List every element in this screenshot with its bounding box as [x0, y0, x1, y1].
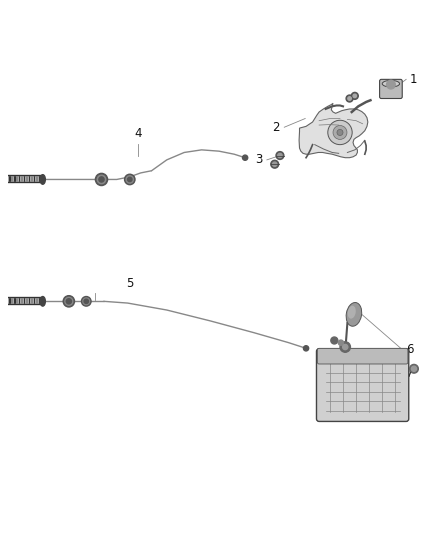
Ellipse shape	[348, 306, 356, 319]
Circle shape	[81, 296, 91, 306]
Circle shape	[278, 154, 282, 158]
Circle shape	[65, 297, 73, 305]
Circle shape	[387, 80, 395, 89]
Circle shape	[271, 160, 279, 168]
Circle shape	[340, 342, 350, 352]
Circle shape	[338, 340, 343, 345]
Text: 3: 3	[255, 154, 262, 166]
Text: 5: 5	[126, 278, 134, 290]
Ellipse shape	[40, 175, 46, 184]
Text: 2: 2	[272, 121, 280, 134]
Circle shape	[411, 366, 417, 372]
Circle shape	[343, 344, 348, 350]
Circle shape	[84, 299, 88, 303]
Circle shape	[348, 97, 351, 100]
Text: 1: 1	[410, 73, 417, 86]
Circle shape	[276, 151, 284, 159]
Circle shape	[346, 95, 353, 102]
Circle shape	[331, 337, 338, 344]
FancyBboxPatch shape	[317, 349, 409, 422]
Ellipse shape	[40, 296, 46, 306]
Circle shape	[124, 174, 135, 184]
Text: 4: 4	[135, 127, 142, 140]
Circle shape	[272, 162, 277, 166]
Text: 6: 6	[406, 343, 413, 356]
Circle shape	[126, 176, 134, 183]
Circle shape	[99, 177, 104, 182]
Circle shape	[95, 173, 108, 185]
Circle shape	[410, 365, 418, 373]
Circle shape	[127, 177, 132, 182]
Ellipse shape	[346, 303, 362, 326]
Circle shape	[63, 296, 74, 307]
Circle shape	[337, 130, 343, 135]
FancyBboxPatch shape	[318, 349, 408, 364]
Circle shape	[353, 94, 357, 98]
Circle shape	[351, 92, 358, 99]
Circle shape	[304, 346, 309, 351]
FancyBboxPatch shape	[380, 79, 402, 99]
Circle shape	[243, 155, 248, 160]
Text: 7: 7	[406, 367, 413, 379]
Circle shape	[333, 125, 347, 140]
Circle shape	[97, 175, 106, 184]
Text: 8: 8	[393, 413, 400, 425]
Ellipse shape	[382, 80, 399, 87]
Polygon shape	[299, 103, 368, 158]
Circle shape	[328, 120, 352, 144]
Circle shape	[83, 298, 90, 305]
Circle shape	[66, 298, 71, 304]
